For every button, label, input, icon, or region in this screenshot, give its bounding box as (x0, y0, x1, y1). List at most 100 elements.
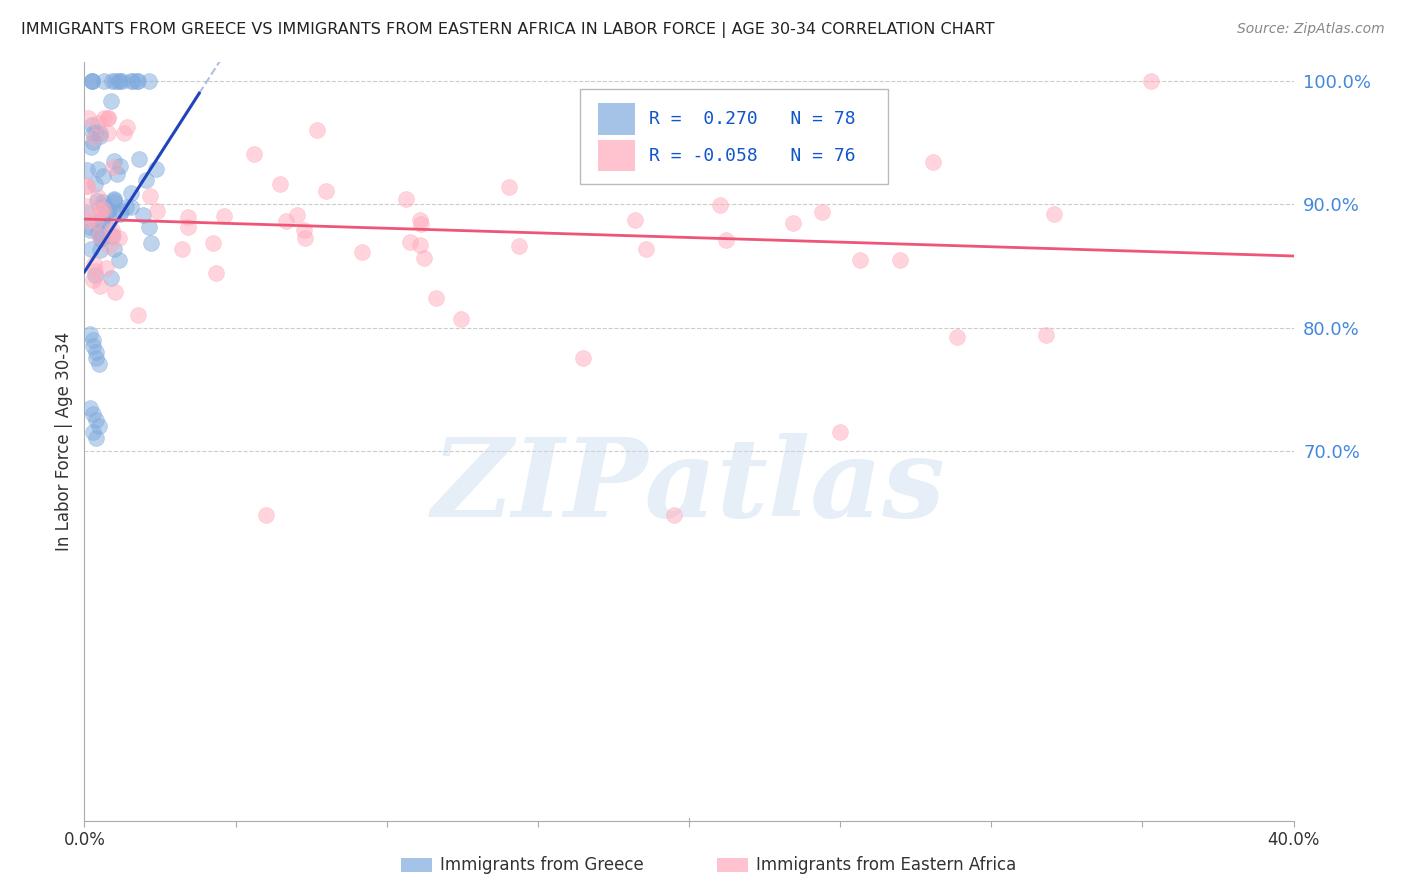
Point (89, 243, 111, 257)
Point (89, 128, 111, 143)
Point (100, 223, 122, 237)
Point (409, 212, 432, 227)
Point (103, 194, 125, 208)
Point (100, 271, 122, 285)
Point (89, 419, 111, 434)
Point (79, 326, 101, 341)
Point (93, 199, 115, 213)
Point (94, 206, 117, 220)
Point (76, 205, 98, 219)
Point (120, 74, 142, 88)
Point (274, 213, 297, 227)
Point (103, 153, 125, 168)
Point (146, 204, 169, 219)
Point (87, 190, 110, 204)
Point (104, 74, 127, 88)
Point (1035, 327, 1057, 342)
Point (97, 111, 120, 125)
Point (395, 192, 418, 206)
Y-axis label: In Labor Force | Age 30-34: In Labor Force | Age 30-34 (55, 332, 73, 551)
Point (82, 407, 104, 421)
Point (214, 210, 236, 224)
Point (848, 252, 870, 267)
Point (294, 231, 316, 245)
Point (90, 231, 112, 245)
Point (82, 74, 104, 88)
Point (97, 239, 120, 253)
Point (292, 223, 315, 237)
Point (79, 219, 101, 234)
Text: IMMIGRANTS FROM GREECE VS IMMIGRANTS FROM EASTERN AFRICA IN LABOR FORCE | AGE 30: IMMIGRANTS FROM GREECE VS IMMIGRANTS FRO… (21, 22, 994, 38)
Point (86, 125, 108, 139)
Point (139, 189, 162, 203)
Point (90, 230, 112, 244)
Point (108, 252, 131, 267)
Point (204, 266, 226, 280)
Point (110, 207, 132, 221)
Point (128, 153, 150, 167)
Point (76, 199, 98, 213)
Point (89, 203, 111, 218)
Point (83, 268, 105, 282)
Point (82, 333, 104, 347)
Point (80, 74, 103, 88)
Point (305, 123, 328, 137)
Point (97, 204, 120, 219)
Point (120, 186, 142, 201)
FancyBboxPatch shape (581, 89, 889, 184)
Point (76, 178, 98, 193)
Point (409, 238, 432, 252)
Point (110, 74, 132, 88)
Point (89, 279, 111, 293)
Point (80, 139, 103, 153)
Point (93, 74, 115, 88)
Point (409, 217, 432, 231)
Point (84, 177, 107, 191)
Point (176, 220, 198, 235)
Point (82, 425, 104, 440)
Point (93, 111, 115, 125)
Point (115, 120, 138, 134)
Point (82, 135, 104, 149)
Point (91, 202, 114, 216)
Point (103, 195, 125, 210)
Point (107, 230, 129, 244)
Point (572, 351, 595, 366)
Point (97, 126, 120, 140)
Point (398, 235, 420, 250)
Point (101, 229, 124, 244)
Point (782, 216, 804, 230)
Point (84, 214, 107, 228)
Text: R = -0.058   N = 76: R = -0.058 N = 76 (650, 146, 856, 164)
Point (108, 74, 131, 88)
Point (830, 425, 852, 440)
Point (412, 251, 434, 265)
Point (285, 209, 308, 223)
Point (93, 195, 115, 210)
Point (86, 345, 108, 359)
Text: Immigrants from Eastern Africa: Immigrants from Eastern Africa (756, 856, 1017, 874)
Point (201, 235, 224, 250)
Point (946, 329, 969, 343)
Point (90, 205, 112, 219)
Point (634, 243, 657, 257)
Point (89, 358, 111, 372)
Point (1043, 207, 1066, 221)
Text: ZIPatlas: ZIPatlas (432, 434, 946, 541)
Point (82, 339, 104, 353)
Point (709, 198, 731, 212)
Bar (599, 140, 634, 171)
Point (269, 177, 291, 191)
Text: Immigrants from Greece: Immigrants from Greece (440, 856, 644, 874)
Point (101, 160, 124, 174)
Point (80, 74, 103, 88)
Point (86, 351, 108, 366)
Point (91, 211, 114, 226)
Point (105, 167, 128, 181)
Point (94, 261, 117, 276)
Point (508, 239, 530, 253)
Point (76, 111, 98, 125)
Point (82, 118, 104, 132)
Point (889, 253, 911, 268)
Point (115, 200, 138, 214)
